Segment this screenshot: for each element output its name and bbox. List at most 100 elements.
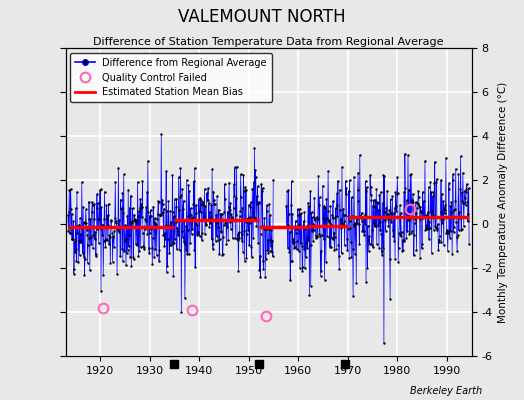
Point (396, 202, 404, 208)
Point (90, 216, 98, 222)
Point (359, 228, 367, 234)
Point (460, 223, 468, 229)
Point (288, 210, 297, 217)
Point (442, 155, 450, 161)
Point (91, 236, 99, 242)
Point (163, 236, 172, 242)
Point (454, 171, 463, 177)
Point (365, 233, 374, 240)
Point (300, 246, 308, 252)
Point (197, 201, 205, 208)
Point (134, 213, 142, 219)
Point (263, 202, 271, 208)
Point (368, 227, 376, 233)
Point (210, 201, 219, 208)
Point (144, 209, 152, 215)
Point (282, 224, 291, 231)
Point (75, 222, 83, 228)
Point (107, 224, 116, 230)
Point (344, 213, 353, 219)
Point (359, 215, 367, 221)
Point (162, 168, 170, 174)
Point (71, 205, 80, 212)
Point (449, 177, 457, 183)
Point (299, 223, 307, 229)
Point (188, 231, 196, 237)
Point (450, 207, 458, 214)
Point (374, 200, 382, 206)
Point (181, 241, 190, 248)
Point (216, 210, 225, 217)
Point (463, 198, 472, 205)
Point (200, 214, 208, 220)
Point (443, 227, 451, 234)
Point (73, 230, 82, 236)
Point (458, 198, 467, 204)
Point (364, 222, 372, 229)
Point (81, 219, 90, 226)
Point (176, 165, 184, 172)
Point (211, 201, 219, 208)
Point (238, 238, 246, 244)
Point (388, 193, 397, 200)
Point (413, 205, 421, 211)
Point (187, 205, 195, 212)
Point (434, 236, 443, 243)
Point (378, 252, 386, 258)
Point (334, 178, 342, 184)
Point (356, 213, 364, 219)
Point (361, 220, 369, 227)
Point (427, 189, 435, 196)
Point (406, 171, 414, 178)
Point (358, 228, 367, 234)
Point (116, 225, 124, 231)
Point (140, 244, 148, 250)
Point (430, 180, 439, 186)
Point (341, 212, 350, 218)
Point (146, 212, 154, 219)
Point (64, 212, 72, 218)
Point (289, 240, 297, 246)
Point (245, 242, 253, 249)
Point (432, 176, 441, 182)
Point (161, 230, 169, 236)
Point (298, 268, 307, 274)
Point (395, 229, 403, 236)
Point (194, 228, 202, 235)
Point (328, 234, 336, 241)
Point (454, 215, 462, 222)
Point (249, 234, 257, 241)
Point (66, 230, 74, 236)
Point (425, 219, 433, 225)
Point (92, 251, 100, 257)
Point (344, 188, 353, 194)
Point (160, 243, 169, 249)
Point (113, 270, 121, 277)
Point (177, 308, 185, 315)
Point (206, 208, 214, 215)
Point (409, 191, 417, 197)
Point (346, 218, 354, 224)
Point (159, 232, 168, 238)
Point (451, 198, 460, 205)
Point (68, 236, 76, 242)
Point (322, 195, 331, 202)
Point (406, 215, 414, 222)
Point (227, 226, 235, 232)
Point (398, 236, 407, 243)
Point (231, 235, 239, 241)
Point (284, 187, 292, 194)
Point (462, 186, 471, 192)
Point (208, 236, 216, 243)
Point (307, 283, 315, 289)
Point (297, 240, 305, 246)
Point (294, 248, 303, 254)
Point (214, 224, 223, 230)
Point (334, 242, 343, 248)
Point (296, 264, 304, 271)
Point (364, 237, 373, 243)
Point (198, 236, 206, 243)
Point (352, 280, 361, 286)
Point (213, 220, 222, 226)
Point (207, 202, 215, 208)
